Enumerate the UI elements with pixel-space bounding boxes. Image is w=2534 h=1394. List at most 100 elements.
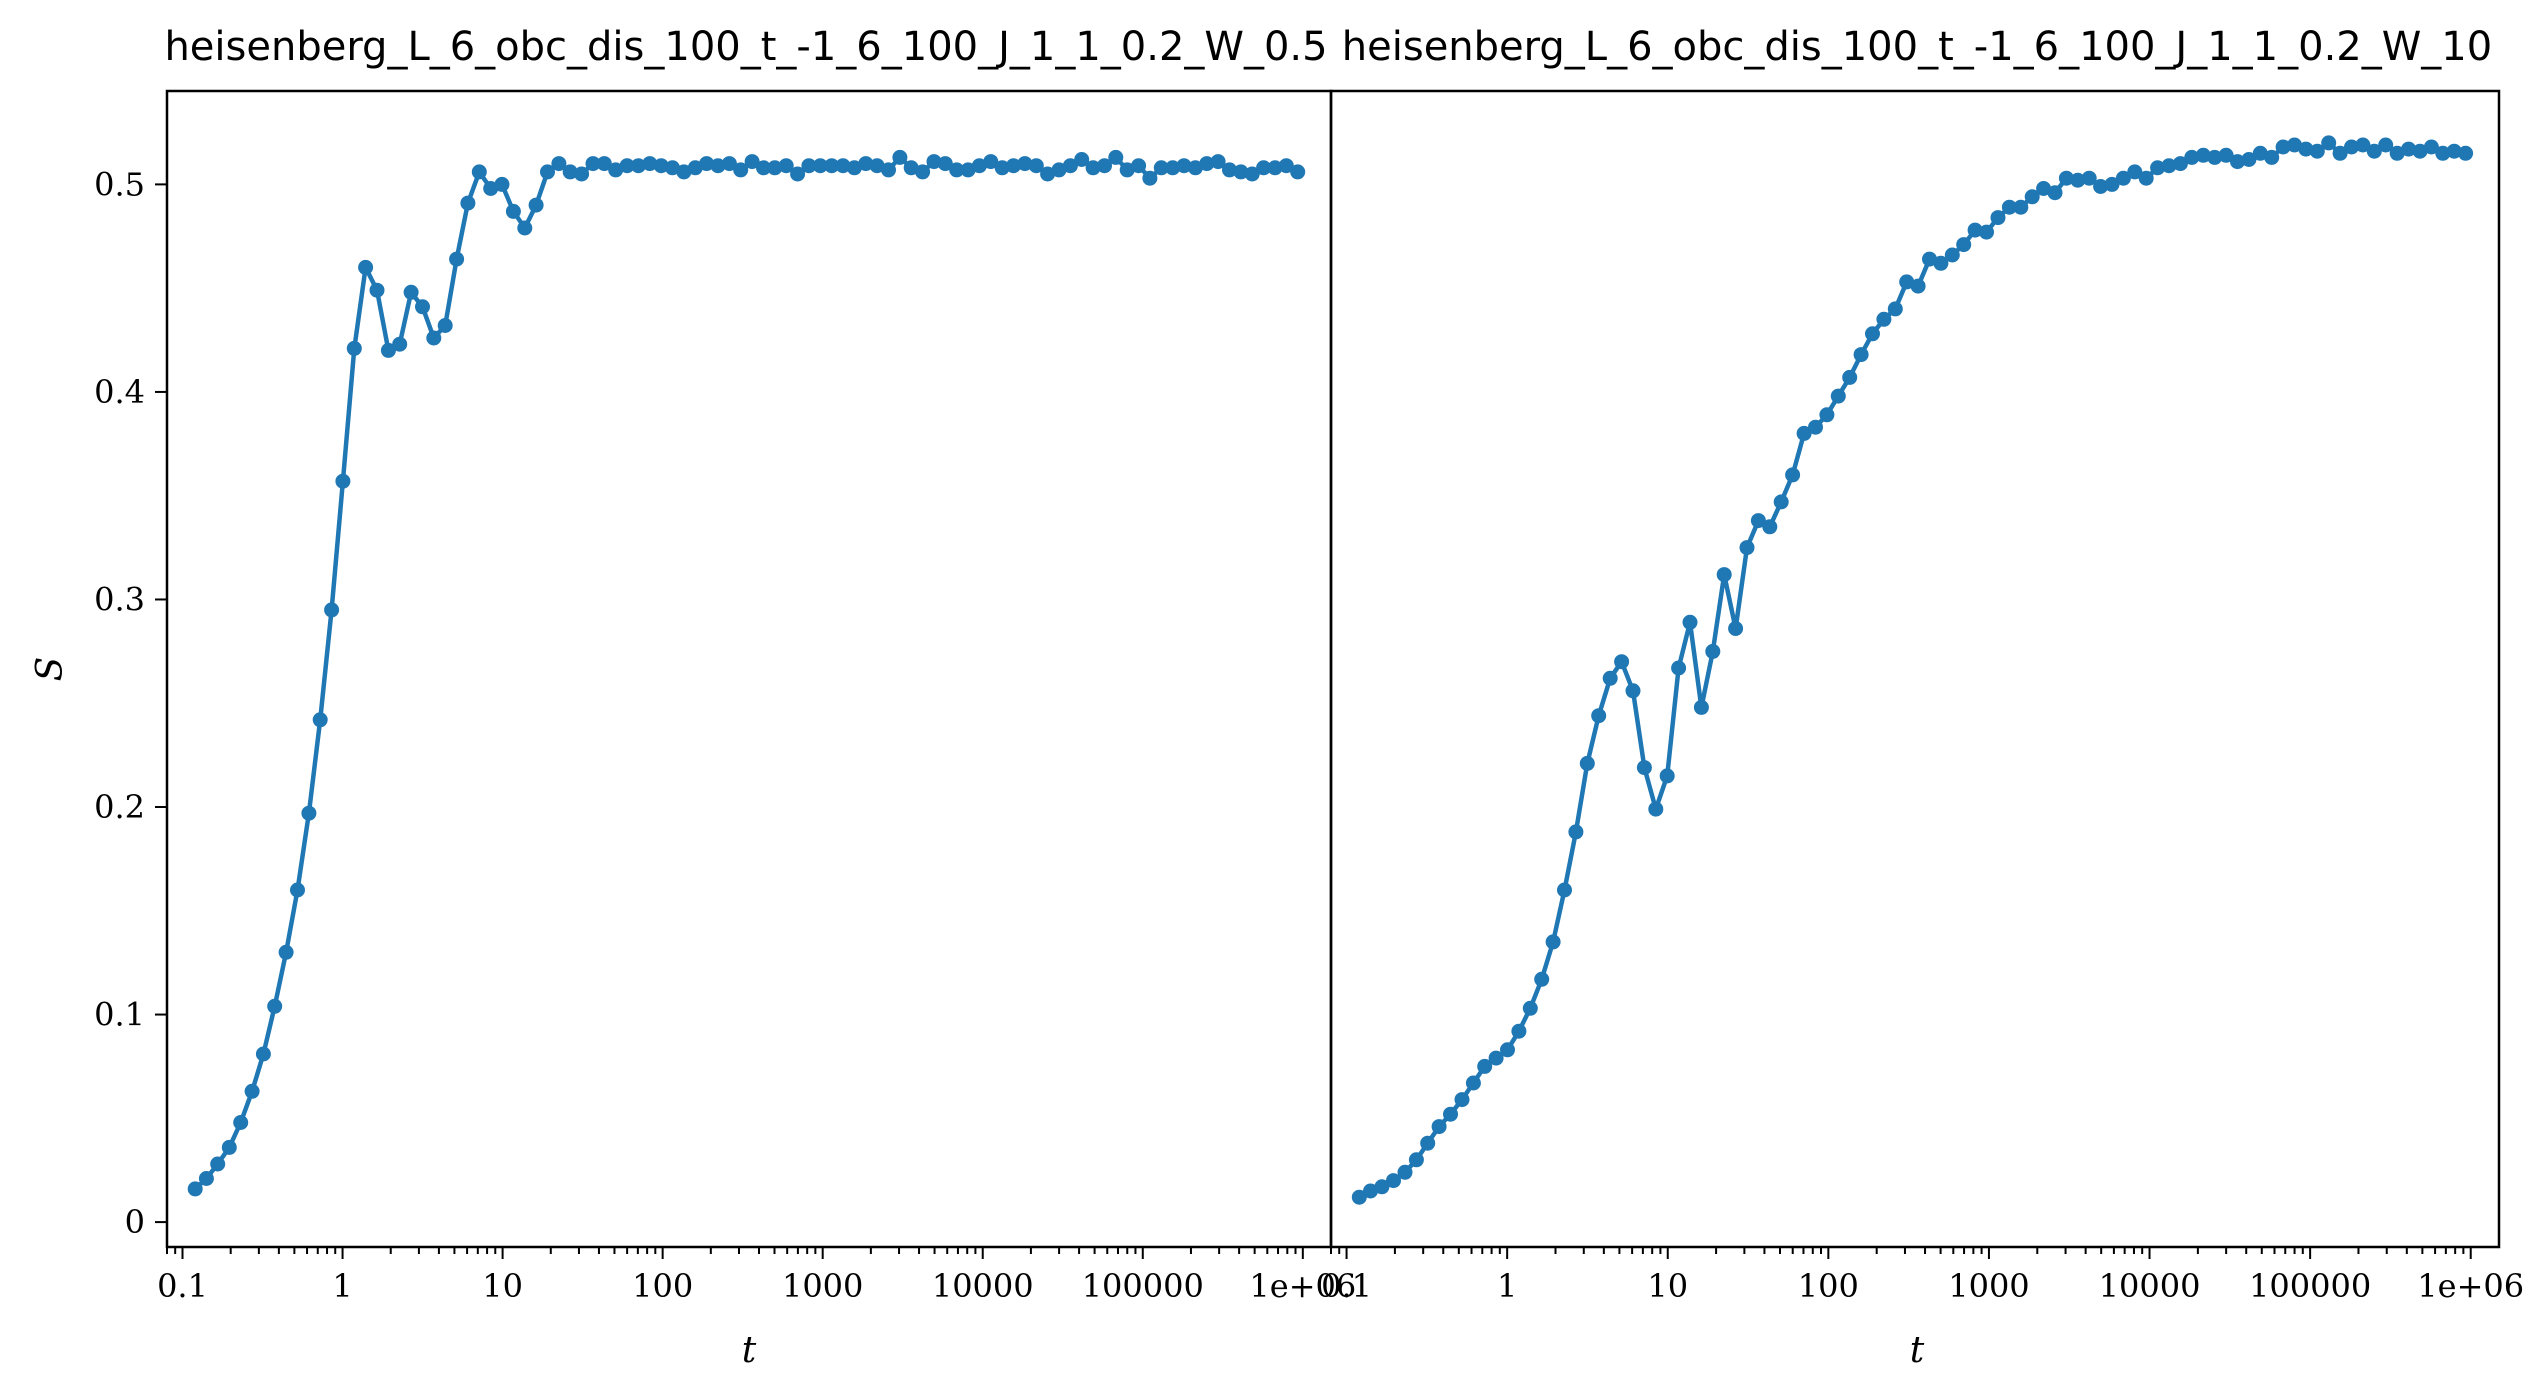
data-point — [1199, 156, 1215, 172]
data-point — [1614, 654, 1630, 670]
data-point — [1796, 425, 1812, 441]
data-point — [1210, 154, 1226, 170]
data-point — [2150, 160, 2166, 176]
x-tick-label: 10000 — [2099, 1267, 2201, 1305]
data-point — [858, 156, 874, 172]
data-point — [255, 1046, 271, 1062]
data-point — [1944, 247, 1960, 263]
data-point — [1625, 683, 1641, 699]
y-tick-label: 0.1 — [94, 996, 145, 1034]
data-point — [1386, 1173, 1401, 1189]
right-series-layer — [1351, 135, 2474, 1205]
data-point — [460, 195, 476, 211]
x-tick-label: 1 — [1497, 1267, 1517, 1305]
data-point — [1591, 708, 1607, 724]
data-point — [1693, 699, 1709, 715]
data-point — [2446, 143, 2462, 159]
data-point — [1785, 467, 1801, 483]
data-point — [198, 1171, 214, 1186]
data-point — [471, 164, 487, 180]
data-point — [187, 1181, 203, 1197]
data-point — [2218, 147, 2234, 163]
data-point — [1728, 621, 1744, 636]
data-point — [812, 158, 828, 174]
data-point — [1165, 160, 1181, 176]
data-point — [949, 162, 965, 178]
data-point — [1062, 158, 1078, 174]
data-point — [2366, 143, 2382, 159]
data-point — [1956, 237, 1972, 253]
data-point — [1545, 934, 1561, 950]
y-tick-label: 0.2 — [94, 788, 145, 826]
data-point — [1443, 1106, 1458, 1122]
data-point — [1933, 255, 1949, 271]
y-tick-label: 0.5 — [94, 165, 145, 203]
data-point — [937, 156, 953, 172]
data-point — [1636, 760, 1652, 776]
data-point — [881, 162, 896, 178]
data-point — [960, 162, 976, 178]
data-point — [1028, 158, 1044, 174]
data-point — [733, 162, 749, 178]
data-point — [1397, 1164, 1413, 1180]
data-point — [335, 473, 351, 489]
data-point — [517, 220, 533, 236]
data-point — [1910, 278, 1926, 294]
left-series-layer — [187, 149, 1306, 1197]
data-point — [2389, 145, 2405, 161]
data-point — [2355, 137, 2371, 153]
data-point — [2013, 199, 2029, 215]
data-point — [2423, 139, 2439, 155]
right-plot-panel: heisenberg_L_6_obc_dis_100_t_-1_6_100_J_… — [1321, 24, 2524, 1371]
left-x-axis-label: t — [742, 1330, 757, 1371]
x-tick-label: 100000 — [2249, 1267, 2371, 1305]
data-point — [2332, 145, 2348, 161]
data-point — [1290, 164, 1306, 180]
data-point — [1705, 643, 1721, 659]
data-point — [1819, 407, 1835, 423]
data-point — [221, 1139, 237, 1155]
data-point — [1477, 1058, 1493, 1074]
data-point — [2104, 176, 2120, 192]
data-point — [380, 342, 396, 358]
data-point — [1842, 369, 1858, 385]
data-point — [1244, 166, 1260, 182]
data-point — [2378, 137, 2394, 153]
data-point — [2435, 145, 2451, 161]
data-point — [403, 284, 419, 300]
data-point — [1511, 1023, 1527, 1039]
data-point — [1773, 494, 1789, 510]
data-point — [903, 160, 919, 176]
left-y-axis-label: S — [30, 657, 71, 682]
data-point — [494, 176, 510, 192]
data-point — [312, 712, 328, 728]
data-point — [562, 164, 578, 180]
series-line — [193, 155, 1299, 1191]
data-point — [1267, 160, 1283, 176]
data-point — [1363, 1183, 1378, 1199]
left-plot-title: heisenberg_L_6_obc_dis_100_t_-1_6_100_J_… — [164, 24, 1327, 70]
data-point — [1750, 513, 1766, 529]
data-point — [1522, 1000, 1538, 1016]
data-point — [2458, 145, 2474, 161]
data-point — [1534, 971, 1550, 987]
data-point — [369, 282, 385, 298]
data-point — [392, 336, 408, 352]
data-point — [778, 158, 794, 174]
data-point — [676, 164, 692, 180]
data-point — [1887, 301, 1903, 317]
data-point — [1097, 158, 1112, 174]
data-point — [926, 154, 942, 170]
data-point — [1899, 274, 1915, 290]
data-point — [1351, 1189, 1367, 1205]
data-point — [756, 160, 771, 176]
data-point — [2309, 143, 2325, 159]
data-point — [1085, 160, 1101, 176]
data-point — [1256, 160, 1272, 176]
data-point — [1131, 158, 1147, 174]
data-point — [1051, 162, 1067, 178]
data-point — [1017, 156, 1033, 172]
y-tick-label: 0 — [125, 1203, 145, 1241]
data-point — [1967, 222, 1983, 238]
data-point — [1108, 149, 1124, 165]
